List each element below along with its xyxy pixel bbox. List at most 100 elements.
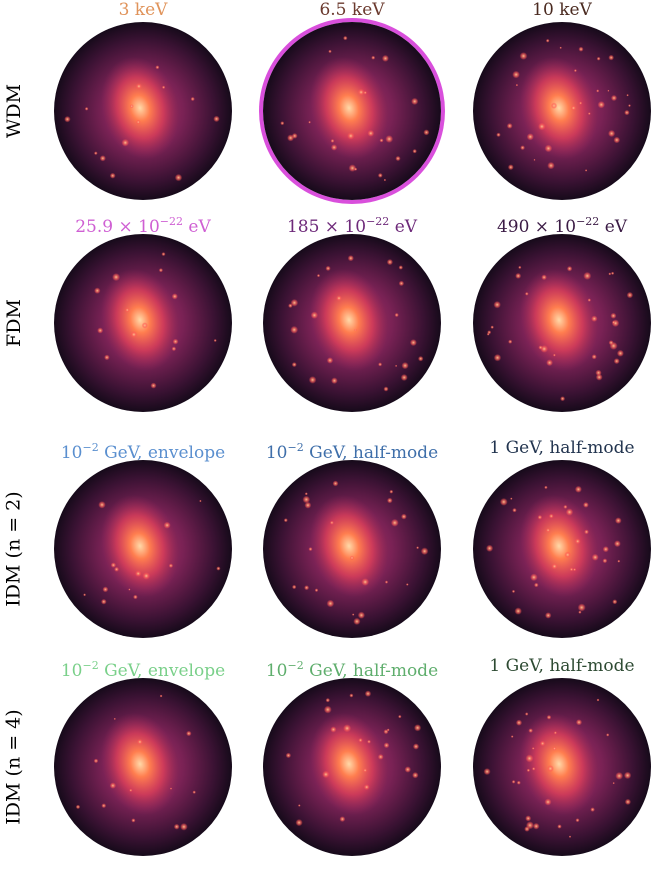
subhalo-dot [133, 594, 138, 600]
halo-core [309, 268, 389, 372]
halo-core [519, 56, 599, 160]
subhalo-dot [308, 120, 311, 124]
halo-core [519, 494, 599, 598]
subhalo-dot [384, 580, 389, 584]
subhalo-dot [486, 544, 494, 552]
subhalo-dot [186, 730, 192, 737]
subhalo-dot [290, 325, 299, 334]
subhalo-dot [590, 807, 595, 812]
subhalo-dot [330, 726, 337, 733]
subhalo-dot [377, 754, 384, 760]
panel-caption: 10−2 GeV, half-mode [247, 437, 457, 464]
subhalo-dot [533, 158, 536, 161]
subhalo-dot [97, 327, 104, 334]
subhalo-dot [308, 547, 313, 552]
subhalo-dot [199, 499, 202, 503]
subhalo-dot [525, 815, 532, 822]
subhalo-dot [371, 55, 376, 60]
subhalo-dot [398, 280, 405, 287]
subhalo-dot [610, 312, 617, 319]
subhalo-dot [135, 570, 142, 577]
subhalo-dot [514, 607, 522, 615]
subhalo-dot [310, 311, 319, 319]
subhalo-dot [526, 768, 531, 772]
subhalo-dot [304, 585, 310, 591]
subhalo-dot [612, 599, 618, 605]
subhalo-dot [528, 728, 533, 733]
caption-suffix: eV [183, 217, 211, 237]
subhalo-dot [331, 377, 338, 384]
halo-panel [54, 460, 232, 638]
subhalo-dot [280, 121, 285, 126]
subhalo-dot [387, 497, 393, 504]
subhalo-dot [493, 301, 501, 309]
subhalo-dot [155, 65, 160, 70]
subhalo-dot [612, 782, 615, 785]
halo-core [519, 712, 599, 816]
subhalo-dot [510, 735, 514, 738]
subhalo-dot [291, 362, 297, 368]
subhalo-dot [378, 362, 383, 367]
subhalo-dot [538, 122, 546, 131]
subhalo-dot [596, 89, 600, 93]
subhalo-dot [101, 803, 107, 809]
subhalo-dot [352, 613, 355, 616]
subhalo-dot [496, 132, 501, 137]
subhalo-dot [624, 109, 630, 116]
subhalo-dot [398, 714, 402, 719]
panel-caption: 490 × 10−22 eV [457, 211, 659, 238]
subhalo-dot [142, 572, 151, 580]
subhalo-dot [112, 273, 121, 282]
subhalo-dot [493, 354, 502, 362]
subhalo-dot [395, 364, 398, 367]
subhalo-dot [615, 772, 624, 780]
subhalo-dot [610, 94, 618, 102]
subhalo-dot [110, 562, 117, 568]
subhalo-dot [578, 610, 582, 614]
subhalo-dot [130, 331, 138, 338]
subhalo-dot [163, 521, 171, 529]
subhalo-dot [608, 54, 614, 61]
subhalo-dot [512, 508, 517, 513]
subhalo-dot [377, 173, 383, 178]
subhalo-dot [190, 96, 195, 102]
subhalo-dot [515, 719, 523, 726]
subhalo-dot [525, 292, 529, 296]
subhalo-dot [285, 752, 292, 759]
subhalo-dot [412, 772, 419, 779]
subhalo-dot [628, 104, 631, 107]
subhalo-dot [343, 35, 348, 41]
subhalo-dot [414, 724, 422, 732]
subhalo-dot [607, 89, 610, 92]
subhalo-dot [511, 589, 516, 593]
subhalo-dot [608, 129, 616, 138]
subhalo-dot [526, 821, 534, 830]
caption-exponent: −22 [159, 215, 183, 228]
subhalo-dot [596, 56, 601, 61]
subhalo-dot [506, 123, 513, 129]
subhalo-dot [486, 332, 490, 336]
caption-exponent: −2 [82, 441, 99, 454]
caption-text: 25.9 × 10 [75, 217, 160, 237]
subhalo-dot [113, 717, 116, 720]
halo-panel [54, 234, 232, 412]
caption-text: 1 GeV, half-mode [489, 656, 635, 676]
subhalo-dot [596, 698, 600, 702]
halo-core [100, 268, 180, 372]
subhalo-dot [94, 287, 101, 294]
subhalo-dot [406, 583, 409, 586]
subhalo-dot [587, 298, 591, 302]
subhalo-dot [537, 515, 543, 520]
subhalo-dot [568, 835, 572, 838]
subhalo-dot [525, 712, 529, 716]
subhalo-dot [563, 504, 568, 509]
halo-panel [473, 678, 651, 856]
subhalo-dot [553, 353, 556, 357]
subhalo-dot [546, 765, 554, 773]
subhalo-dot [597, 101, 605, 109]
subhalo-dot [128, 588, 131, 591]
subhalo-dot [584, 169, 588, 172]
row-label: IDM (n = 4) [0, 662, 28, 872]
subhalo-dot [290, 299, 299, 307]
subhalo-dot [525, 754, 534, 763]
